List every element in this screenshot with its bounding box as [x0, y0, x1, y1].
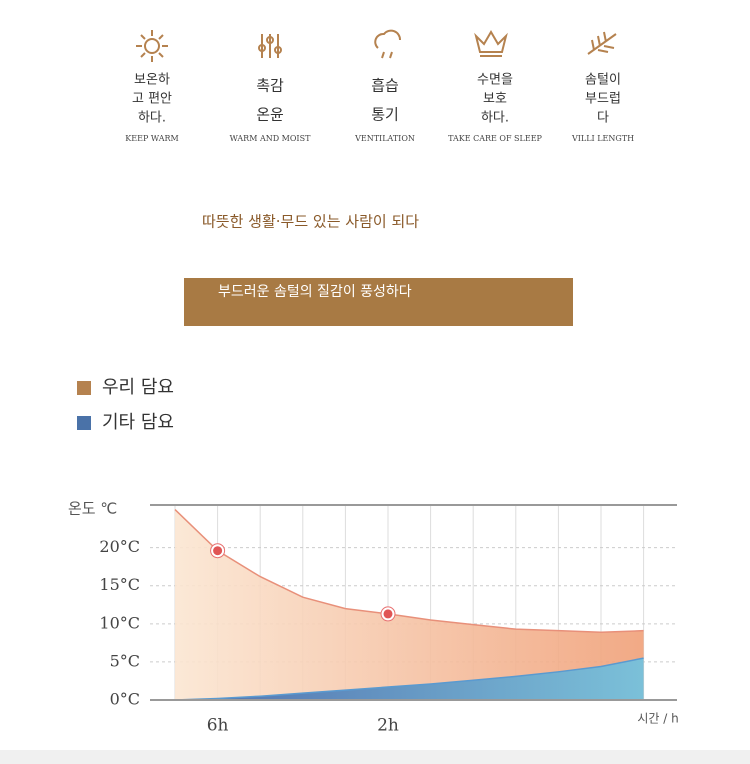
feature-text: 다	[597, 111, 609, 126]
feature-text: 수면을	[477, 73, 513, 88]
feature-text: 흡습	[371, 77, 399, 95]
x-tick-label: 2h	[377, 716, 399, 736]
feature-text: 촉감	[256, 77, 284, 95]
series-line	[174, 509, 644, 633]
footer-strip	[0, 750, 750, 764]
feature-en: TAKE CARE OF SLEEP	[448, 134, 542, 143]
point	[383, 609, 393, 619]
x-axis-label: 시간 / h	[637, 712, 678, 726]
feature-text: 보온하	[134, 73, 170, 88]
feature-en: WARM AND MOIST	[230, 134, 311, 143]
banner-bg	[184, 278, 573, 326]
area	[175, 658, 644, 700]
y-tick-label: 5°C	[110, 651, 140, 670]
feature-text: 하다.	[481, 111, 509, 126]
feature-en: KEEP WARM	[125, 134, 178, 143]
banner-text: 부드러운 솜털의 질감이 풍성하다	[218, 284, 412, 300]
legend-swatch	[77, 416, 91, 430]
series-line	[174, 657, 644, 701]
feature-en: VENTILATION	[354, 134, 415, 143]
y-tick-label: 15°C	[99, 575, 140, 594]
feature-text: 부드럽	[585, 92, 621, 107]
feature-text: 온윤	[256, 106, 284, 124]
y-tick-label: 0°C	[110, 690, 140, 709]
feature-text: 고 편안	[132, 92, 172, 107]
tagline: 따뜻한 생활·무드 있는 사람이 되다	[202, 213, 419, 231]
feature-text: 보호	[483, 92, 507, 107]
y-tick-label: 20°C	[99, 537, 140, 556]
y-tick-label: 10°C	[99, 613, 140, 632]
y-axis-label: 온도 ℃	[68, 500, 117, 518]
icons	[136, 29, 617, 62]
legend-label: 기타 담요	[102, 412, 174, 433]
legend-label: 우리 담요	[102, 377, 174, 398]
area	[175, 509, 644, 700]
legend-swatch	[77, 381, 91, 395]
feature-text: 하다.	[138, 111, 166, 126]
feature-en: VILLI LENGTH	[571, 134, 634, 143]
x-tick-label: 6h	[207, 716, 229, 736]
feature-text: 솜털이	[585, 73, 621, 88]
point	[213, 546, 223, 556]
feature-text: 통기	[371, 106, 399, 124]
